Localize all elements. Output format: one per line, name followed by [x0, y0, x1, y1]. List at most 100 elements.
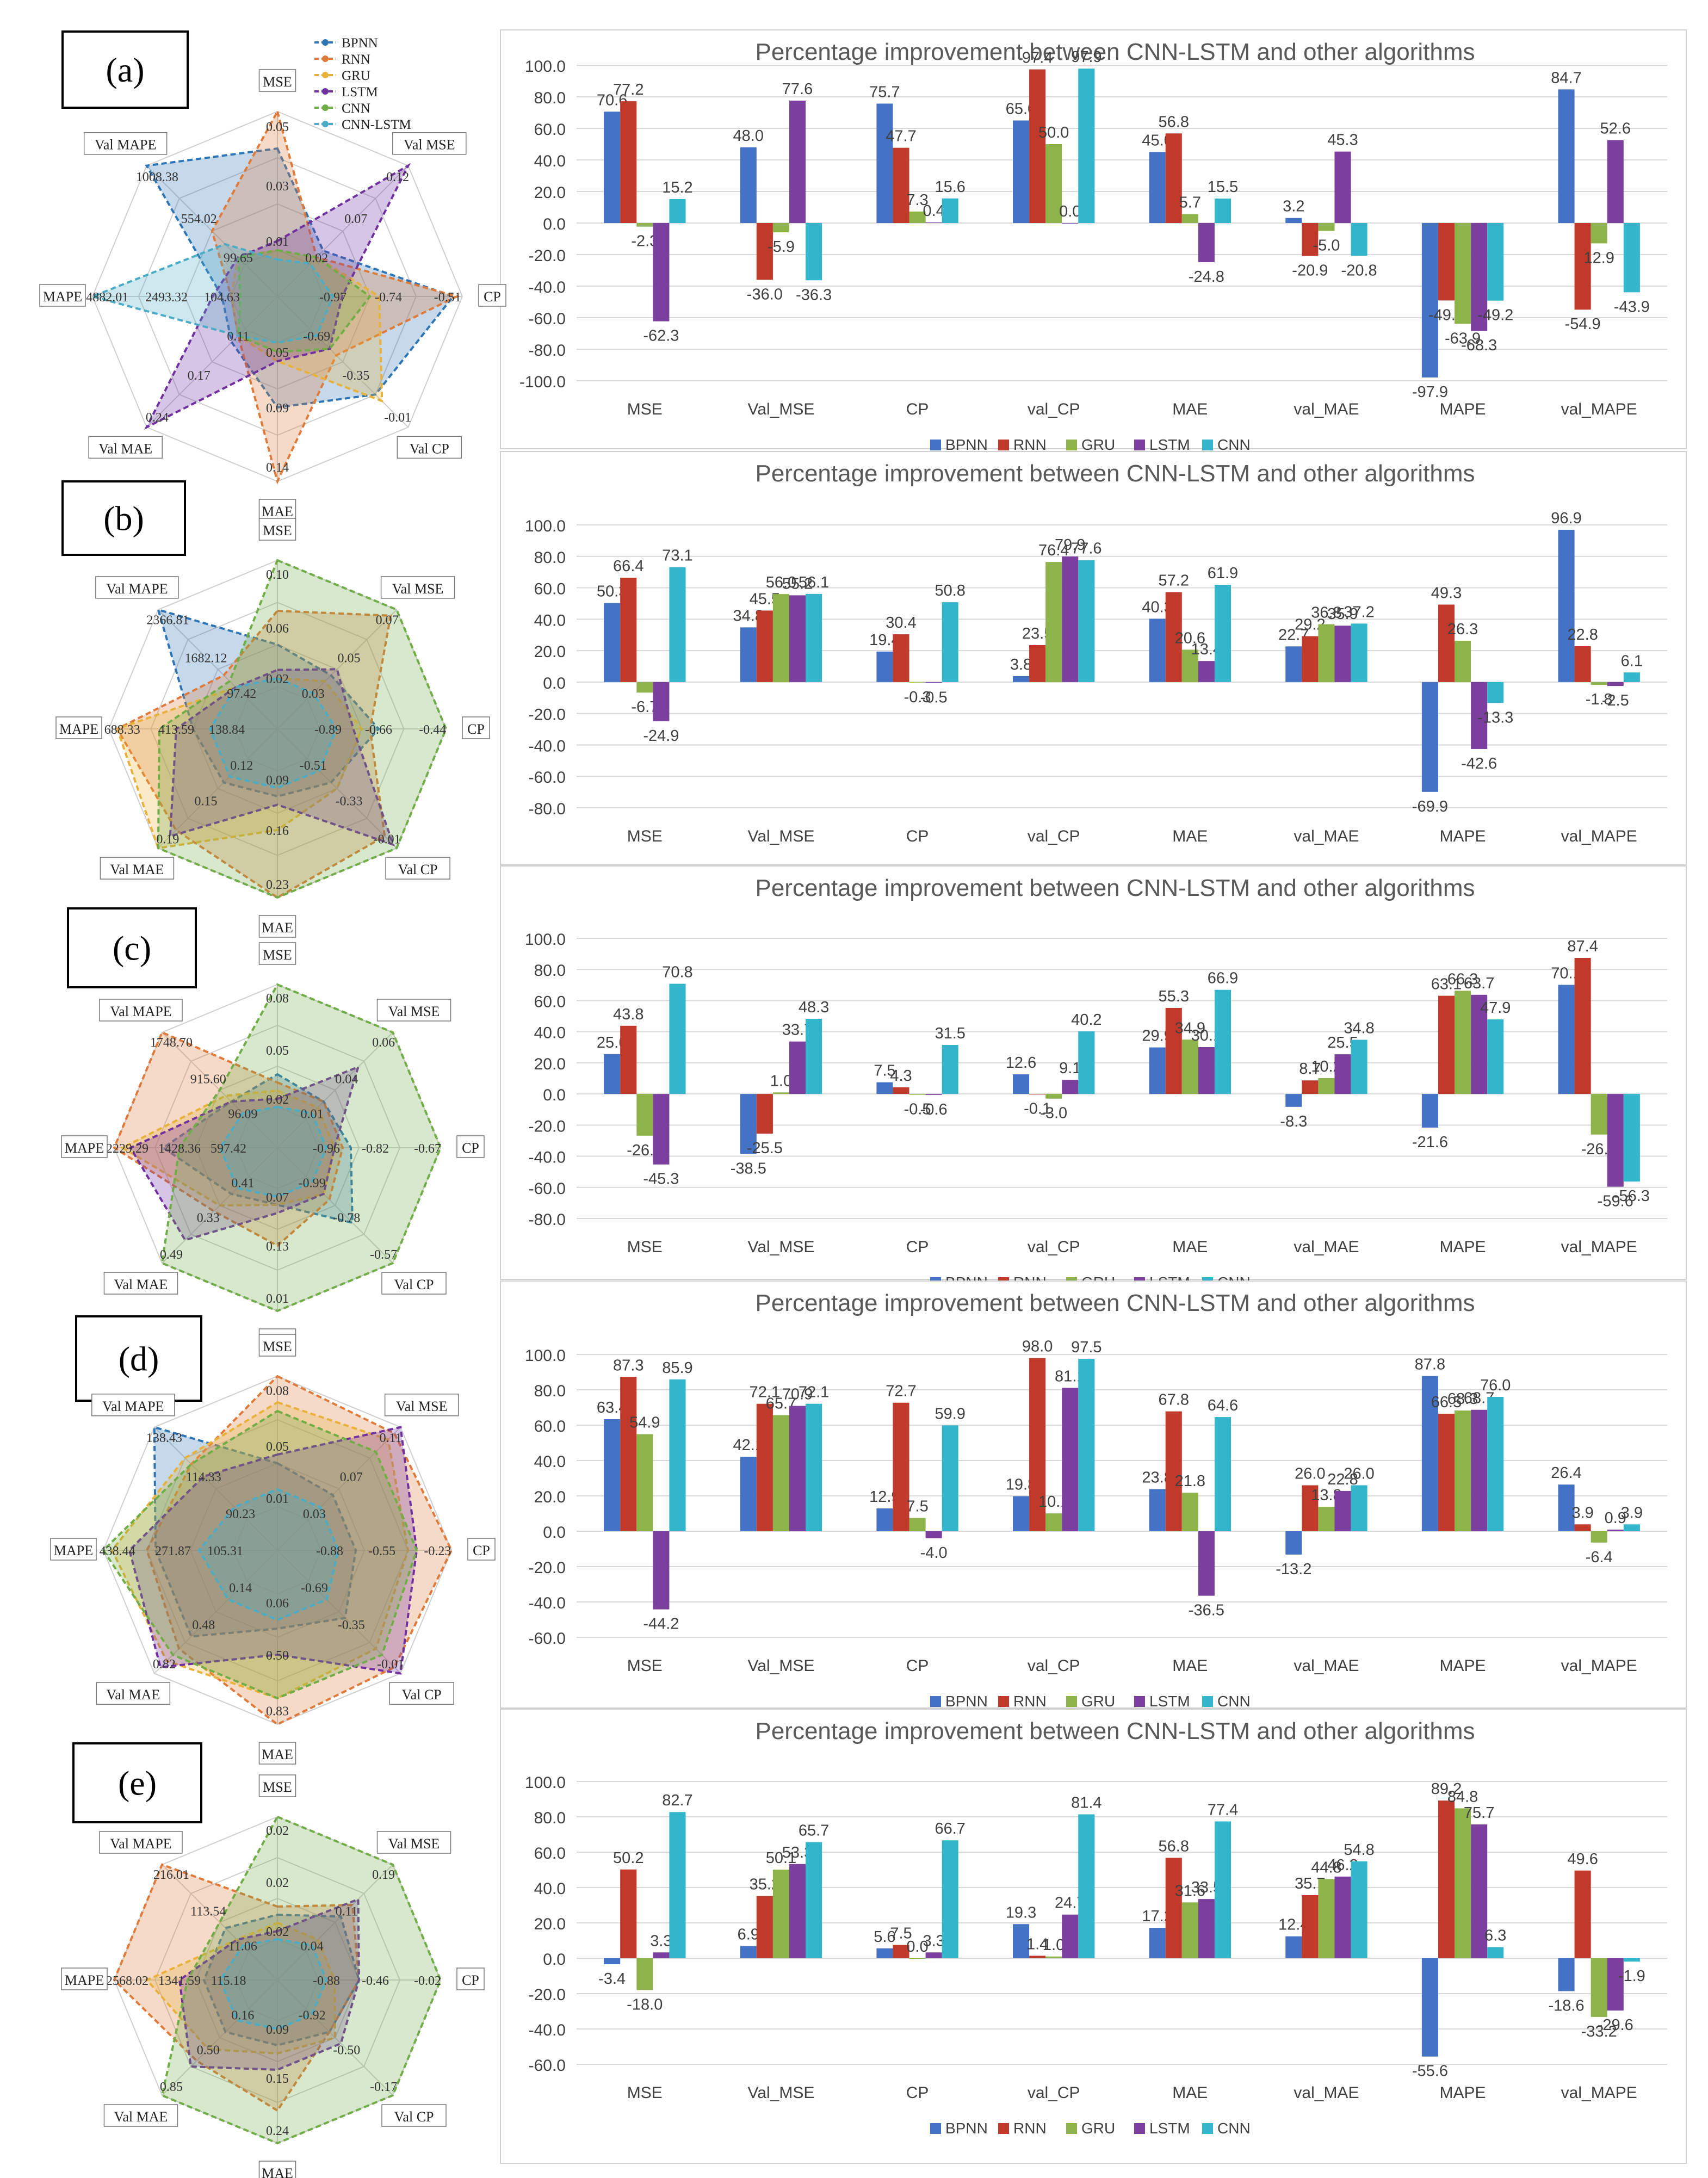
- radar-axis-label: CP: [484, 289, 501, 305]
- radar-axis-box: [467, 1538, 496, 1561]
- y-tick-label: 40.0: [534, 1024, 566, 1042]
- data-label: 66.3: [1447, 970, 1478, 988]
- radar-ring-label: 0.03: [302, 687, 325, 701]
- bar-bpnn: [1149, 1928, 1166, 1958]
- legend-label: BPNN: [945, 436, 988, 453]
- radar-spoke: [277, 1427, 401, 1551]
- data-label: 40.2: [1071, 1011, 1101, 1029]
- data-label: 48.0: [733, 127, 764, 145]
- bar-rnn: [893, 1402, 909, 1531]
- data-label: 31.5: [935, 1025, 965, 1042]
- legend-marker: [322, 104, 329, 111]
- radar-ring-label: 11.06: [228, 1939, 257, 1953]
- bar-lstm: [1062, 1388, 1079, 1531]
- radar-ring-label: 0.06: [266, 1597, 289, 1611]
- radar-spoke: [146, 296, 278, 428]
- radar-ring-label: 0.05: [266, 346, 289, 360]
- radar-ring-label: 0.16: [231, 2009, 254, 2023]
- data-label: 72.1: [750, 1384, 780, 1401]
- bar-gru: [772, 1092, 789, 1094]
- bar-rnn: [893, 1945, 909, 1958]
- radar-ring-label: -0.01: [374, 833, 401, 847]
- radar-series-cnn-lstm: [219, 1105, 328, 1198]
- radar-ring-label: 0.08: [266, 992, 289, 1006]
- radar-ring-label: 0.09: [266, 401, 289, 416]
- radar-ring-label: 0.19: [372, 1868, 395, 1882]
- bar-bpnn: [1149, 1047, 1166, 1094]
- bar-bpnn: [876, 651, 893, 682]
- data-label: 70.8: [662, 964, 692, 981]
- data-label: 73.1: [662, 547, 692, 565]
- x-tick-label: Val_MSE: [748, 1657, 815, 1675]
- radar-series-lstm: [169, 668, 395, 846]
- radar-ring-label: 1682.12: [184, 651, 227, 665]
- bar-cnn: [1623, 1958, 1640, 1962]
- radar-ring-label: -0.57: [370, 1248, 397, 1262]
- data-label: -97.9: [1412, 383, 1448, 401]
- x-tick-label: val_CP: [1028, 1238, 1080, 1256]
- y-tick-label: -20.0: [529, 247, 566, 265]
- radar-axis-label: MSE: [263, 1779, 292, 1795]
- bar-rnn: [1574, 223, 1591, 310]
- legend-swatch: [1066, 1696, 1077, 1707]
- radar-spoke: [277, 609, 397, 729]
- bar-cnn: [806, 1842, 822, 1958]
- y-tick-label: 20.0: [534, 643, 566, 661]
- bar-cnn: [942, 1425, 958, 1531]
- data-label: -36.0: [747, 286, 783, 303]
- data-label: 43.8: [613, 1006, 643, 1023]
- radar-ring-label: 0.04: [301, 1939, 324, 1953]
- data-label: 67.8: [1159, 1391, 1189, 1409]
- radar-ring-label: 2366.81: [146, 613, 189, 627]
- bar-rnn: [756, 1896, 773, 1958]
- data-label: -13.2: [1276, 1561, 1311, 1578]
- x-tick-label: Val_MSE: [748, 827, 815, 845]
- bar-gru: [1181, 1040, 1198, 1094]
- radar-ring-label: -0.96: [313, 1142, 340, 1156]
- radar-ring-label: -0.46: [362, 1974, 389, 1988]
- data-label: -0.1: [1024, 1100, 1051, 1117]
- bar-bpnn: [1285, 218, 1302, 223]
- bar-cnn: [806, 593, 822, 682]
- radar-ring-label: -0.97: [319, 290, 346, 305]
- data-label: 7.5: [906, 1498, 928, 1515]
- data-label: 47.7: [886, 128, 916, 145]
- data-label: 1.4: [1026, 1935, 1048, 1953]
- legend-label: GRU: [1081, 2120, 1115, 2137]
- radar-axis-box: [456, 1967, 485, 1990]
- y-tick-label: 80.0: [534, 962, 566, 980]
- data-label: 75.7: [1464, 1804, 1494, 1822]
- radar-series-cnn: [157, 559, 448, 899]
- bar-gru: [636, 1094, 653, 1136]
- radar-ring-label: 0.06: [372, 1036, 395, 1050]
- x-tick-label: val_MAPE: [1561, 827, 1637, 845]
- radar-series-rnn: [113, 1031, 344, 1247]
- bar-gru: [1318, 624, 1335, 682]
- data-label: -24.9: [643, 727, 679, 745]
- y-tick-label: 60.0: [534, 993, 566, 1011]
- x-tick-label: MSE: [627, 1238, 663, 1256]
- bar-lstm: [789, 1864, 806, 1958]
- bar-cnn: [1351, 223, 1367, 256]
- bar-rnn: [620, 1025, 637, 1094]
- radar-ring-label: -0.01: [384, 411, 411, 425]
- data-label: 7.5: [890, 1925, 912, 1942]
- bar-gru: [636, 1434, 653, 1531]
- bar-bpnn: [604, 112, 621, 223]
- radar-ring-label: 0.02: [266, 1925, 289, 1939]
- chart-title: Percentage improvement between CNN-LSTM …: [755, 1718, 1475, 1744]
- bar-rnn: [1438, 1800, 1455, 1958]
- legend-label: LSTM: [1149, 2120, 1190, 2137]
- bar-lstm: [1062, 1914, 1079, 1958]
- radar-ring-label: 0.08: [266, 1384, 289, 1399]
- radar-ring-label: 97.42: [227, 687, 256, 701]
- radar-axis-box: [99, 999, 183, 1022]
- radar-axis-label: Val MAE: [110, 862, 164, 877]
- radar-ring-label: 413.59: [158, 723, 194, 737]
- data-label: 30.4: [886, 614, 916, 632]
- x-tick-label: Val_MSE: [748, 2084, 815, 2102]
- radar-ring-label: 0.11: [380, 1431, 402, 1445]
- legend-marker: [322, 72, 329, 78]
- bar-lstm: [925, 1094, 942, 1095]
- x-tick-label: MAPE: [1440, 2084, 1486, 2102]
